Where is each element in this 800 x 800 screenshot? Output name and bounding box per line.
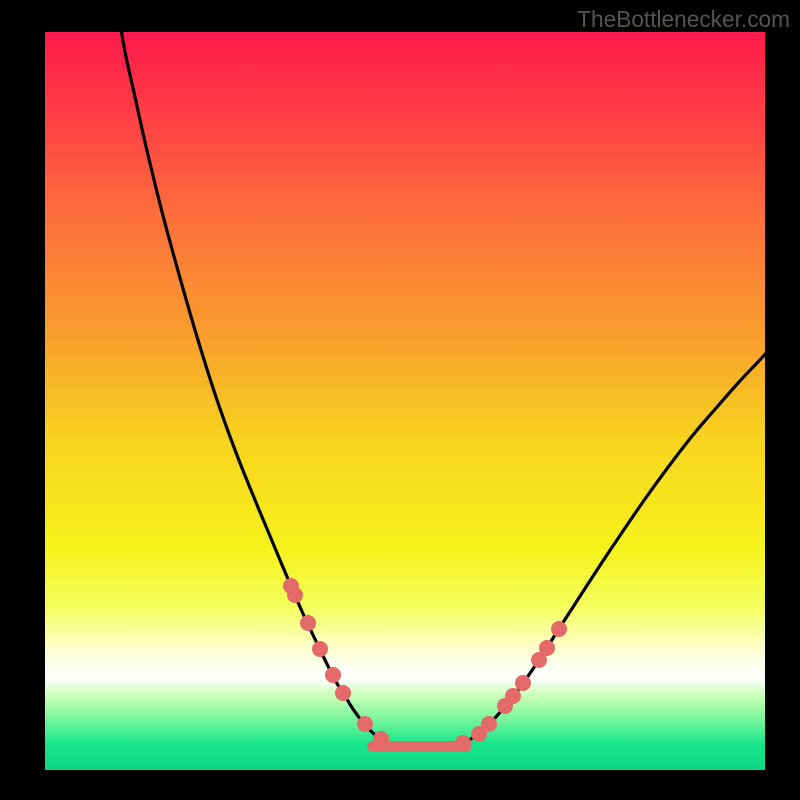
chart-frame: TheBottlenecker.com [0, 0, 800, 800]
data-point-marker [515, 675, 531, 691]
bottleneck-curve-chart [45, 32, 765, 770]
data-point-marker [505, 688, 521, 704]
data-point-marker [300, 615, 316, 631]
data-point-marker [312, 641, 328, 657]
data-point-marker [481, 716, 497, 732]
data-point-marker [357, 716, 373, 732]
data-point-marker [335, 685, 351, 701]
data-point-marker [539, 640, 555, 656]
data-point-marker [287, 587, 303, 603]
gradient-background [45, 32, 765, 770]
data-point-marker [455, 735, 471, 751]
plot-area [45, 32, 765, 770]
watermark-label: TheBottlenecker.com [577, 6, 790, 33]
data-point-marker [325, 667, 341, 683]
data-point-marker [373, 731, 389, 747]
data-point-marker [551, 621, 567, 637]
